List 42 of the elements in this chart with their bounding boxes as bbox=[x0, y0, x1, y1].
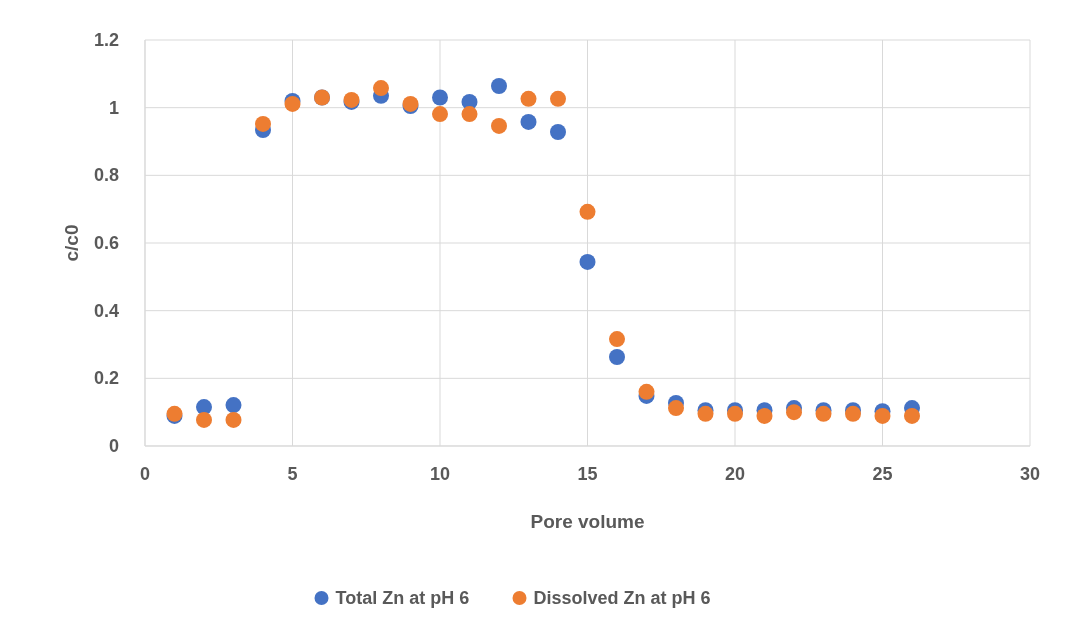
y-axis-title: c/c0 bbox=[61, 224, 82, 262]
point bbox=[520, 113, 537, 130]
y-tick-label: 0.6 bbox=[93, 233, 119, 253]
point bbox=[579, 253, 596, 270]
point bbox=[904, 407, 920, 424]
point bbox=[373, 80, 389, 97]
point bbox=[520, 90, 537, 107]
point bbox=[461, 106, 478, 123]
point bbox=[225, 397, 242, 414]
x-axis-title: Pore volume bbox=[530, 511, 645, 532]
point bbox=[225, 411, 242, 428]
y-tick-label: 0.4 bbox=[93, 300, 119, 321]
point bbox=[550, 90, 566, 107]
point bbox=[432, 106, 448, 123]
point bbox=[432, 89, 448, 106]
y-tick-label: 0.2 bbox=[93, 368, 119, 389]
point bbox=[874, 407, 891, 424]
point bbox=[491, 78, 507, 94]
point bbox=[550, 124, 566, 141]
x-tick-label: 0 bbox=[139, 464, 151, 484]
point bbox=[638, 383, 655, 400]
point bbox=[491, 117, 507, 134]
y-tick-label: 1 bbox=[108, 97, 119, 118]
x-tick-label: 30 bbox=[1019, 464, 1041, 484]
point bbox=[609, 349, 625, 365]
y-tick-label: 0 bbox=[108, 436, 119, 456]
legend-label: Total Zn at pH 6 bbox=[335, 588, 470, 608]
point bbox=[756, 407, 773, 424]
point bbox=[196, 411, 212, 428]
point bbox=[786, 404, 802, 421]
x-tick-label: 5 bbox=[287, 464, 298, 484]
x-tick-label: 15 bbox=[577, 464, 598, 484]
legend-label: Dissolved Zn at pH 6 bbox=[533, 588, 711, 608]
x-tick-label: 10 bbox=[429, 464, 451, 484]
point bbox=[668, 400, 684, 417]
point bbox=[255, 115, 271, 132]
x-tick-label: 20 bbox=[724, 464, 746, 484]
y-tick-label: 1.2 bbox=[93, 30, 119, 50]
y-tick-label: 0.8 bbox=[93, 165, 119, 186]
x-tick-label: 25 bbox=[872, 464, 893, 484]
point bbox=[609, 331, 625, 348]
point bbox=[579, 203, 596, 220]
